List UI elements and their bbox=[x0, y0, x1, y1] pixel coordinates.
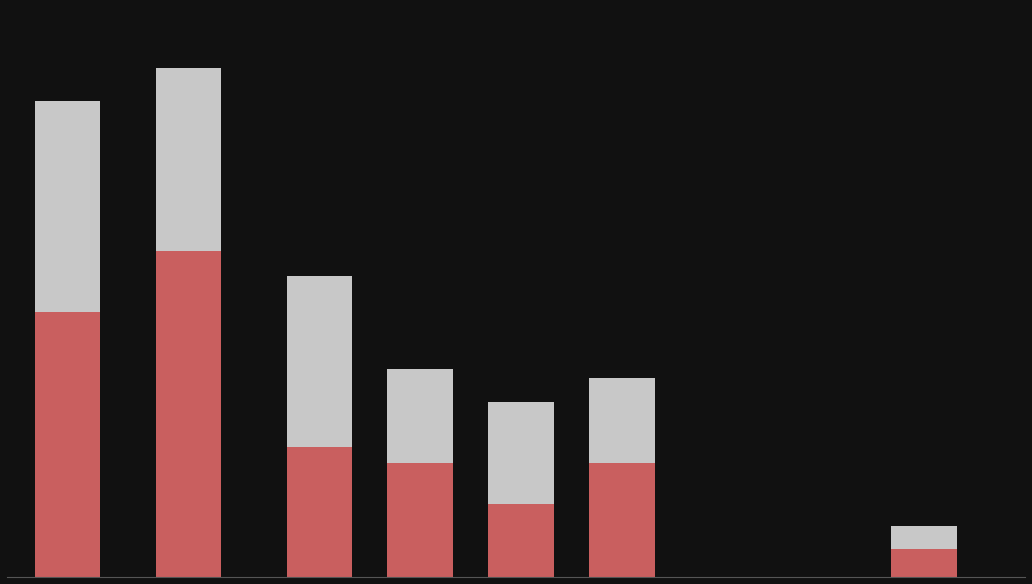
Bar bbox=[589, 463, 654, 577]
Bar bbox=[387, 463, 453, 577]
Bar bbox=[287, 447, 352, 577]
Bar bbox=[488, 402, 554, 504]
Bar bbox=[156, 68, 221, 251]
Bar bbox=[892, 526, 957, 548]
Bar bbox=[892, 548, 957, 577]
Bar bbox=[35, 100, 100, 312]
Bar bbox=[156, 251, 221, 577]
Bar bbox=[35, 312, 100, 577]
Bar bbox=[387, 369, 453, 463]
Bar bbox=[589, 377, 654, 463]
Bar bbox=[287, 276, 352, 447]
Bar bbox=[488, 504, 554, 577]
